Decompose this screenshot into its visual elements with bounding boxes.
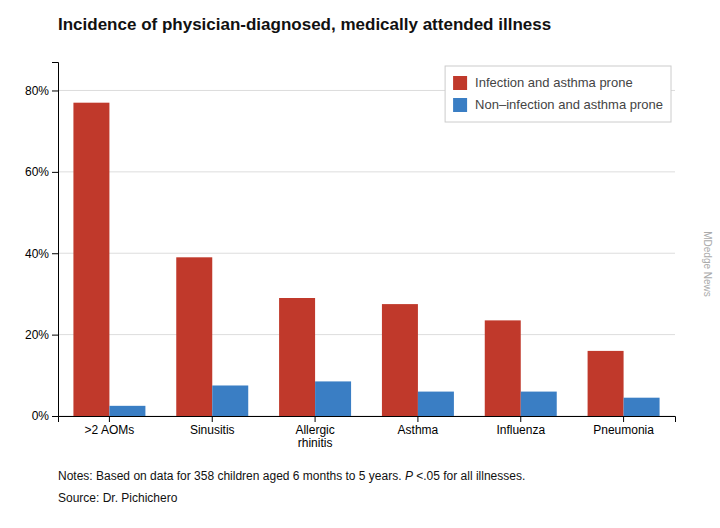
y-tick: 0% (32, 409, 58, 423)
x-tick-label: >2 AOMs (85, 423, 135, 437)
x-tick: Influenza (496, 416, 545, 437)
y-tick: 80% (25, 84, 58, 98)
bar (279, 298, 315, 416)
x-tick-mark (315, 416, 316, 422)
y-axis-line (52, 63, 59, 417)
legend: Infection and asthma prone Non–infection … (445, 66, 671, 122)
bars (73, 103, 659, 416)
x-tick: Pneumonia (593, 416, 654, 437)
notes-suffix: <.05 for all illnesses. (413, 469, 525, 483)
legend-swatch (453, 98, 467, 112)
y-tick-mark (52, 90, 58, 91)
y-tick-label: 60% (25, 165, 49, 179)
grid-line (58, 334, 675, 335)
y-tick-mark (52, 172, 58, 173)
y-tick-label: 0% (32, 409, 50, 423)
x-tick: Sinusitis (190, 416, 235, 437)
x-tick-mark (520, 416, 521, 422)
x-tick-label: Asthma (398, 423, 439, 437)
x-tick-mark (212, 416, 213, 422)
bar (485, 320, 521, 416)
x-tick-mark (417, 416, 418, 422)
notes: Notes: Based on data for 358 children ag… (58, 469, 525, 483)
legend-swatch (453, 76, 467, 90)
bar (588, 351, 624, 416)
x-tick: Allergicrhinitis (295, 416, 334, 450)
bar (521, 392, 557, 416)
bar (176, 257, 212, 416)
x-axis: >2 AOMs Sinusitis Allergicrhinitis Asthma In… (59, 416, 676, 450)
x-tick-mark (623, 416, 624, 422)
bar (109, 406, 145, 416)
x-tick-label-line: rhinitis (298, 436, 333, 450)
watermark: MDedge News (702, 231, 713, 297)
legend-item: Non–infection and asthma prone (453, 97, 663, 112)
y-axis: 0% 20% 40% 60% 80% (25, 63, 59, 424)
grid-line (58, 253, 675, 254)
y-tick-label: 40% (25, 247, 49, 261)
legend-item: Infection and asthma prone (453, 75, 633, 90)
x-tick: >2 AOMs (85, 416, 135, 437)
x-tick-label-line: Allergic (295, 423, 334, 437)
source: Source: Dr. Pichichero (58, 491, 178, 505)
bar (212, 385, 248, 416)
x-tick-label: Allergicrhinitis (295, 423, 334, 451)
plot: 0% 20% 40% 60% 80% >2 AOMs Sinusitis Allergicrh… (25, 63, 676, 451)
y-tick-label: 80% (25, 84, 49, 98)
chart: Incidence of physician-diagnosed, medica… (0, 0, 720, 528)
y-tick-mark (52, 416, 58, 417)
series (109, 381, 659, 416)
x-tick-label-line: Asthma (398, 423, 439, 437)
x-tick-label: Influenza (496, 423, 545, 437)
bar (382, 304, 418, 416)
notes-italic: P (405, 469, 413, 483)
bar (73, 103, 109, 416)
x-axis-line (59, 417, 676, 423)
bar (418, 392, 454, 416)
y-tick-mark (52, 335, 58, 336)
x-tick-label-line: >2 AOMs (85, 423, 135, 437)
series (73, 103, 623, 416)
legend-label: Non–infection and asthma prone (475, 97, 663, 112)
bar (624, 398, 660, 416)
x-tick-label-line: Pneumonia (593, 423, 654, 437)
grid (58, 90, 675, 416)
x-tick-label: Pneumonia (593, 423, 654, 437)
x-tick-label-line: Sinusitis (190, 423, 235, 437)
y-tick-mark (52, 253, 58, 254)
x-tick-label-line: Influenza (496, 423, 545, 437)
x-tick: Asthma (398, 416, 439, 437)
notes-prefix: Notes: Based on data for 358 children ag… (58, 469, 405, 483)
legend-frame (445, 66, 671, 122)
title: Incidence of physician-diagnosed, medica… (58, 15, 551, 34)
grid-line (58, 171, 675, 172)
y-tick: 20% (25, 328, 58, 342)
y-tick: 40% (25, 247, 58, 261)
x-tick-label: Sinusitis (190, 423, 235, 437)
bar (315, 381, 351, 416)
y-tick: 60% (25, 165, 58, 179)
legend-label: Infection and asthma prone (475, 75, 633, 90)
y-tick-label: 20% (25, 328, 49, 342)
x-tick-mark (109, 416, 110, 422)
